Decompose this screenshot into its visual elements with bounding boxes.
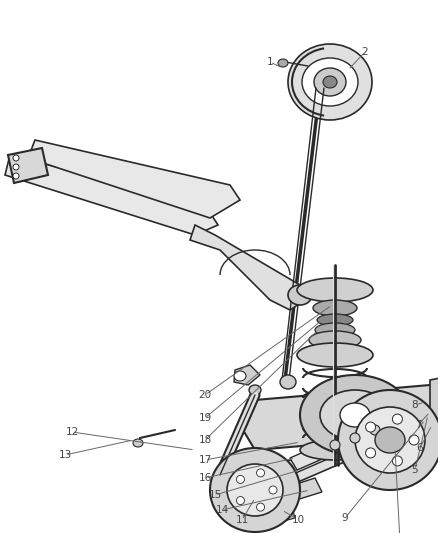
- Polygon shape: [240, 385, 438, 450]
- Ellipse shape: [337, 390, 438, 490]
- Polygon shape: [314, 52, 331, 65]
- Polygon shape: [290, 400, 427, 470]
- Ellipse shape: [233, 371, 245, 381]
- Ellipse shape: [287, 285, 311, 305]
- Ellipse shape: [277, 59, 287, 67]
- Polygon shape: [258, 410, 429, 495]
- Ellipse shape: [313, 68, 345, 96]
- Text: 6: 6: [416, 443, 422, 453]
- Ellipse shape: [297, 278, 372, 302]
- Ellipse shape: [256, 503, 264, 511]
- Ellipse shape: [236, 497, 244, 505]
- Ellipse shape: [248, 385, 261, 395]
- Text: 14: 14: [215, 505, 228, 515]
- Text: 2: 2: [361, 47, 367, 57]
- Polygon shape: [267, 500, 294, 524]
- Text: 20: 20: [198, 390, 211, 400]
- Text: 10: 10: [291, 515, 304, 525]
- Ellipse shape: [312, 300, 356, 316]
- Ellipse shape: [13, 164, 19, 170]
- Ellipse shape: [365, 448, 375, 458]
- Ellipse shape: [322, 76, 336, 88]
- Ellipse shape: [339, 403, 369, 427]
- Ellipse shape: [299, 440, 369, 460]
- Ellipse shape: [287, 44, 371, 120]
- Ellipse shape: [297, 343, 372, 367]
- Polygon shape: [5, 155, 218, 235]
- Ellipse shape: [374, 427, 404, 453]
- Text: 13: 13: [58, 450, 71, 460]
- Polygon shape: [190, 225, 304, 310]
- Ellipse shape: [365, 422, 375, 432]
- Ellipse shape: [316, 314, 352, 326]
- Ellipse shape: [252, 478, 272, 496]
- Ellipse shape: [319, 390, 389, 440]
- Ellipse shape: [268, 486, 276, 494]
- Ellipse shape: [308, 331, 360, 349]
- Ellipse shape: [133, 439, 143, 447]
- Ellipse shape: [13, 173, 19, 179]
- Polygon shape: [28, 140, 240, 218]
- Text: 15: 15: [208, 490, 221, 500]
- Text: 17: 17: [198, 455, 211, 465]
- Text: 12: 12: [65, 427, 78, 437]
- Ellipse shape: [392, 414, 402, 424]
- Text: 16: 16: [198, 473, 211, 483]
- Text: 7: 7: [414, 420, 420, 430]
- Text: 8: 8: [411, 400, 417, 410]
- Ellipse shape: [349, 433, 359, 443]
- Text: 1: 1: [266, 57, 273, 67]
- Ellipse shape: [236, 475, 244, 483]
- Ellipse shape: [314, 323, 354, 337]
- Ellipse shape: [256, 469, 264, 477]
- Ellipse shape: [416, 410, 432, 424]
- Polygon shape: [277, 478, 321, 505]
- Ellipse shape: [209, 448, 299, 532]
- Ellipse shape: [329, 440, 339, 450]
- Ellipse shape: [299, 375, 409, 455]
- Polygon shape: [226, 472, 259, 498]
- Ellipse shape: [13, 155, 19, 161]
- Polygon shape: [429, 375, 438, 445]
- Ellipse shape: [354, 407, 424, 473]
- Text: 5: 5: [411, 465, 417, 475]
- Ellipse shape: [301, 58, 357, 106]
- Ellipse shape: [408, 435, 418, 445]
- Ellipse shape: [392, 456, 402, 466]
- Polygon shape: [304, 58, 313, 66]
- Text: 11: 11: [235, 515, 248, 525]
- Ellipse shape: [226, 464, 283, 516]
- Polygon shape: [265, 495, 290, 522]
- Ellipse shape: [274, 508, 284, 516]
- Text: 18: 18: [198, 435, 211, 445]
- Polygon shape: [267, 405, 421, 482]
- Text: 19: 19: [198, 413, 211, 423]
- Polygon shape: [8, 148, 48, 183]
- Ellipse shape: [279, 375, 295, 389]
- Polygon shape: [233, 365, 259, 385]
- Ellipse shape: [369, 425, 379, 435]
- Text: 9: 9: [341, 513, 347, 523]
